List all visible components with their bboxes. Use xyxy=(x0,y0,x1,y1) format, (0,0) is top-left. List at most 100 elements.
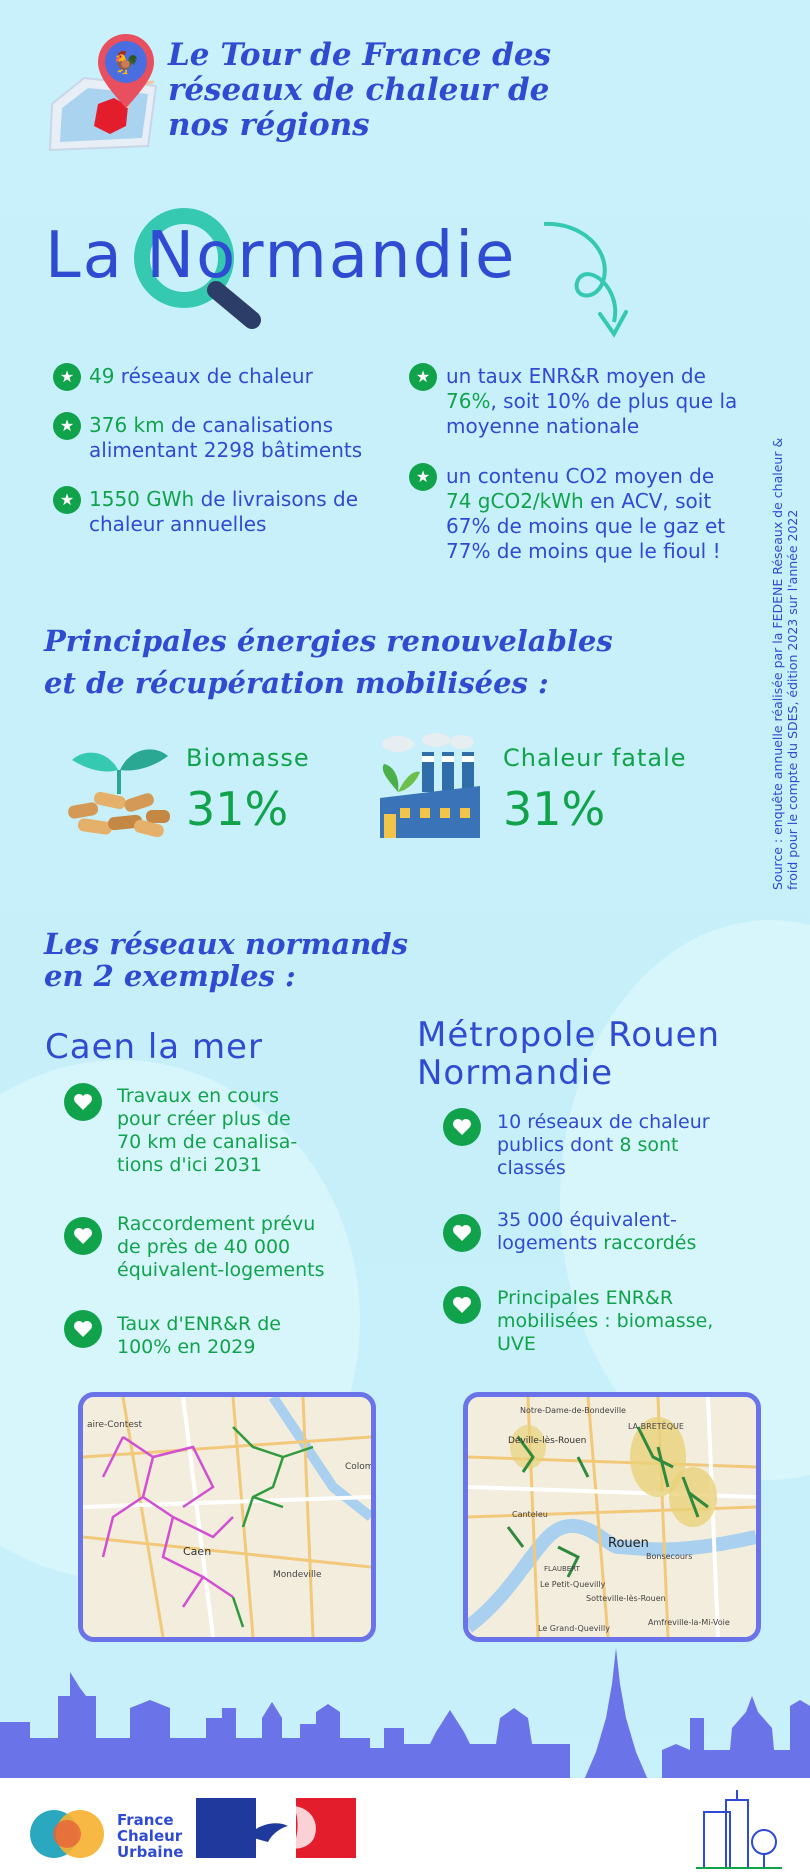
fact-text: réseaux de chaleur xyxy=(114,364,313,388)
heading-line: Principales énergies renouvelables xyxy=(44,624,613,658)
fact-text: moyenne nationale xyxy=(446,414,640,438)
star-icon: ★ xyxy=(53,363,81,391)
star-icon: ★ xyxy=(409,363,437,391)
caen-item-works: Travaux en cours pour créer plus de 70 k… xyxy=(117,1085,297,1177)
fact-text: en ACV, soit xyxy=(583,489,712,513)
rouen-map-drawing: Notre-Dame-de-Bondeville Déville-lès-Rou… xyxy=(468,1397,756,1637)
map-label: Amfreville-la-Mi-Voie xyxy=(648,1618,730,1627)
energies-heading: Principales énergies renouvelables et de… xyxy=(44,620,613,704)
item-line: 70 km de canalisa- xyxy=(117,1131,298,1153)
region-name-part: La xyxy=(45,219,147,293)
energy-percent-biomass: 31% xyxy=(186,782,289,836)
biomass-icon xyxy=(68,749,170,838)
map-label: Rouen xyxy=(608,1536,649,1551)
map-label: Mondeville xyxy=(273,1570,322,1580)
title-line: Le Tour de France des xyxy=(168,37,552,73)
heading-line: en 2 exemples : xyxy=(44,959,296,993)
energy-name-waste-heat: Chaleur fatale xyxy=(503,744,687,772)
item-text: logements xyxy=(497,1232,604,1254)
map-label: Le Grand-Quevilly xyxy=(538,1624,610,1633)
heart-icon xyxy=(64,1083,102,1121)
city-buildings-icon xyxy=(696,1790,782,1869)
fact-text: de livraisons de xyxy=(194,487,359,511)
footer: France Chaleur Urbaine xyxy=(0,1778,810,1875)
city-skyline-illustration xyxy=(0,1648,810,1780)
heading-line: Les réseaux normands xyxy=(44,927,408,961)
fact-text: un taux ENR&R moyen de xyxy=(446,364,706,388)
brand-line: Urbaine xyxy=(117,1843,184,1861)
rouen-item-enrr: Principales ENR&R mobilisées : biomasse,… xyxy=(497,1287,713,1356)
fact-text: , soit 10% de plus que la xyxy=(490,389,738,413)
example-title-line: Métropole Rouen xyxy=(417,1015,721,1055)
france-map-pin-icon: 🐓 xyxy=(48,34,158,152)
fact-text: 67% de moins que le gaz et xyxy=(446,514,726,538)
example-title-caen: Caen la mer xyxy=(45,1027,263,1067)
examples-heading: Les réseaux normands en 2 exemples : xyxy=(44,928,408,992)
item-line: classés xyxy=(497,1157,566,1179)
fact-text: chaleur annuelles xyxy=(89,512,267,536)
svg-text:🐓: 🐓 xyxy=(112,50,139,76)
fcu-brand-name: France Chaleur Urbaine xyxy=(117,1812,183,1860)
star-icon: ★ xyxy=(409,463,437,491)
item-line: Raccordement prévu xyxy=(117,1213,316,1235)
region-name-part: N xyxy=(146,219,197,293)
item-text: publics dont xyxy=(497,1134,620,1156)
heart-icon xyxy=(443,1214,481,1252)
fact-text: 77% de moins que le fioul ! xyxy=(446,539,721,563)
fact-networks: 49 réseaux de chaleur xyxy=(89,364,313,389)
map-label: Bonsecours xyxy=(646,1552,692,1561)
region-name-part: rmandie xyxy=(237,219,517,293)
fact-text: de canalisations xyxy=(164,413,334,437)
title-line: réseaux de chaleur de xyxy=(168,72,550,108)
page-title: Le Tour de France des réseaux de chaleur… xyxy=(168,38,628,143)
fact-deliveries: 1550 GWh de livraisons de chaleur annuel… xyxy=(89,487,358,537)
magnifier-icon xyxy=(134,208,261,329)
item-line: Travaux en cours xyxy=(117,1085,280,1107)
fact-text: un contenu CO2 moyen de xyxy=(446,464,715,488)
star-icon: ★ xyxy=(53,486,81,514)
fact-enrr-rate: un taux ENR&R moyen de 76%, soit 10% de … xyxy=(446,364,737,439)
fact-value: 1550 GWh xyxy=(89,487,195,511)
map-label: Caen xyxy=(183,1545,211,1558)
map-label: aire-Contest xyxy=(87,1420,143,1430)
fact-value: 49 xyxy=(89,364,115,388)
map-label: Déville-lès-Rouen xyxy=(508,1435,586,1446)
heart-icon xyxy=(64,1217,102,1255)
source-text: Source : enquête annuelle réalisée par l… xyxy=(770,437,800,890)
item-line: Principales ENR&R xyxy=(497,1287,674,1309)
brand-line: France xyxy=(117,1811,174,1829)
source-note: Source : enquête annuelle réalisée par l… xyxy=(770,420,800,890)
heart-icon xyxy=(64,1310,102,1348)
heart-icon xyxy=(443,1108,481,1146)
curved-arrow-icon xyxy=(543,221,628,338)
rouen-item-networks: 10 réseaux de chaleur publics dont 8 son… xyxy=(497,1111,710,1180)
caen-network-map: aire-Contest Caen Mondeville Colom xyxy=(78,1392,376,1642)
map-label: Sotteville-lès-Rouen xyxy=(586,1593,666,1603)
item-line: de près de 40 000 xyxy=(117,1236,291,1258)
fact-value: 376 km xyxy=(89,413,165,437)
item-text: 8 sont xyxy=(619,1134,679,1156)
item-line: tions d'ici 2031 xyxy=(117,1154,263,1176)
fact-co2: un contenu CO2 moyen de 74 gCO2/kWh en A… xyxy=(446,464,725,564)
item-line: Taux d'ENR&R de xyxy=(117,1313,281,1335)
star-icon: ★ xyxy=(53,412,81,440)
energy-name-biomass: Biomasse xyxy=(186,744,310,772)
item-text: raccordés xyxy=(603,1232,697,1254)
caen-item-connection: Raccordement prévu de près de 40 000 équ… xyxy=(117,1213,325,1282)
map-label: Canteleu xyxy=(512,1510,548,1519)
example-title-line: Normandie xyxy=(417,1053,614,1093)
rouen-network-map: Notre-Dame-de-Bondeville Déville-lès-Rou… xyxy=(463,1392,761,1642)
item-line: 35 000 équivalent- xyxy=(497,1209,677,1231)
item-line: 10 réseaux de chaleur xyxy=(497,1111,710,1133)
brand-line: Chaleur xyxy=(117,1827,183,1845)
item-line: mobilisées : biomasse, xyxy=(497,1310,714,1332)
fcu-logo-icon xyxy=(30,1810,104,1858)
item-line: pour créer plus de xyxy=(117,1108,291,1130)
item-line: équivalent-logements xyxy=(117,1259,325,1281)
item-line: 100% en 2029 xyxy=(117,1336,256,1358)
title-line: nos régions xyxy=(168,107,370,143)
map-label: FLAUBERT xyxy=(544,1565,581,1573)
fact-text: alimentant 2298 bâtiments xyxy=(89,438,363,462)
example-title-rouen: Métropole Rouen Normandie xyxy=(417,1016,720,1092)
